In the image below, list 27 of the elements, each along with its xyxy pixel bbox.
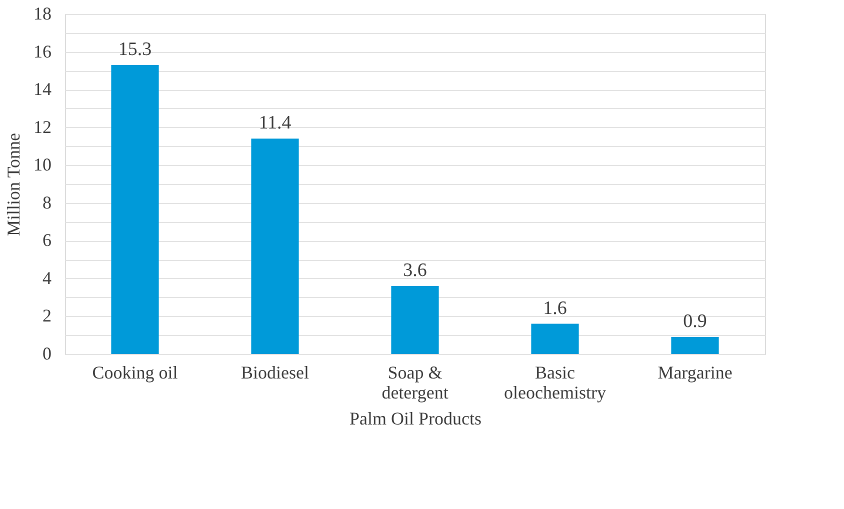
x-tick-label: Basic oleochemistry [504,362,606,402]
y-tick-label: 10 [34,154,52,175]
y-tick-label: 2 [42,306,52,326]
bar [251,138,299,354]
x-tick-label: Margarine [658,362,732,382]
y-tick-label: 4 [42,268,52,288]
y-axis-title: Million Tonne [4,133,24,236]
data-label: 0.9 [683,311,707,332]
data-label: 15.3 [118,39,152,60]
y-tick-label: 16 [34,41,52,62]
y-tick-label: 8 [42,192,52,212]
bar [111,65,159,354]
bar [391,286,439,354]
data-label: 3.6 [403,260,427,281]
y-tick-label: 6 [42,230,52,250]
y-tick-label: 12 [34,116,52,137]
x-tick-label: Soap & detergent [382,362,448,402]
bar [671,337,719,354]
y-tick-label: 18 [34,4,52,24]
data-label: 11.4 [258,112,292,134]
x-axis-title: Palm Oil Products [349,408,482,428]
data-label: 1.6 [543,298,567,319]
x-tick-label: Biodiesel [241,362,309,382]
x-tick-label: Cooking oil [92,362,178,382]
bar [531,324,579,354]
y-tick-label: 14 [34,79,52,100]
y-tick-label: 0 [42,344,52,364]
